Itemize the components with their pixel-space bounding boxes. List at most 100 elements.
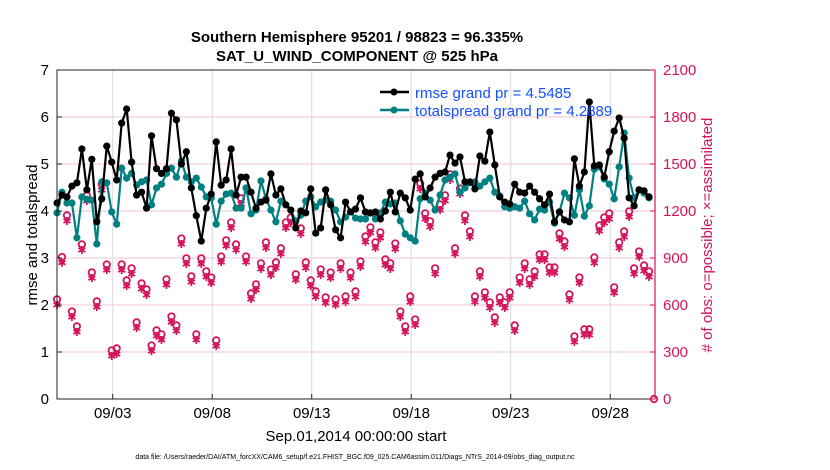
totalspread-point (68, 199, 76, 207)
x-tick-label: 09/13 (293, 405, 331, 422)
possible-marker (112, 344, 121, 353)
rmse-point (336, 234, 345, 242)
rmse-point (555, 208, 564, 216)
rmse-point (506, 200, 514, 208)
x-tick-label: 09/28 (591, 405, 629, 422)
possible-marker (580, 325, 589, 334)
rmse-point (192, 212, 200, 220)
possible-marker (157, 330, 166, 339)
rmse-point (63, 193, 71, 201)
possible-marker (530, 267, 539, 276)
possible-marker (396, 307, 405, 316)
rmse-point (486, 128, 494, 136)
totalspread-point (197, 183, 205, 191)
possible-marker (550, 263, 559, 272)
legend-totalspread-marker (390, 106, 398, 114)
rmse-point (232, 191, 240, 199)
possible-marker (600, 213, 609, 222)
possible-marker (605, 209, 614, 218)
x-tick-label: 09/08 (193, 405, 231, 422)
totalspread-point (277, 197, 285, 205)
possible-marker (480, 288, 489, 297)
rmse-point (227, 145, 235, 153)
possible-marker (207, 273, 216, 282)
y-left-tick-label: 2 (41, 297, 49, 314)
rmse-point (376, 215, 384, 223)
rmse-point (446, 151, 454, 159)
rmse-point (540, 201, 549, 209)
rmse-point (83, 186, 91, 194)
possible-marker (177, 234, 186, 243)
rmse-point (456, 153, 464, 161)
chart-subtitle: SAT_U_WIND_COMPONENT @ 525 hPa (216, 48, 499, 65)
totalspread-point (157, 180, 166, 188)
y-left-tick-label: 6 (41, 109, 49, 126)
rmse-point (282, 201, 290, 209)
rmse-point (172, 116, 181, 124)
rmse-point (431, 173, 439, 181)
possible-marker (630, 264, 639, 273)
rmse-point (222, 176, 230, 184)
possible-marker (490, 313, 499, 322)
rmse-point (371, 208, 380, 216)
rmse-point (177, 160, 185, 168)
possible-marker (401, 322, 410, 331)
possible-marker (261, 238, 271, 247)
possible-marker (306, 276, 315, 285)
possible-marker (291, 270, 300, 279)
rmse-point (381, 207, 389, 215)
rmse-point (351, 205, 360, 213)
rmse-point (615, 114, 623, 122)
possible-marker (182, 254, 191, 263)
totalspread-point (411, 237, 419, 245)
possible-marker (570, 332, 579, 341)
rmse-point (252, 204, 260, 212)
rmse-point (401, 194, 409, 202)
possible-marker (585, 325, 594, 334)
totalspread-point (118, 164, 126, 172)
rmse-point (187, 184, 195, 192)
rmse-point (272, 191, 280, 199)
rmse-point (302, 209, 310, 217)
totalspread-point (272, 218, 280, 226)
rmse-point (600, 173, 608, 181)
possible-marker (361, 232, 370, 241)
y-axis-right-label: # of obs: o=possible; ×=assimilated (699, 118, 716, 353)
rmse-point (202, 204, 210, 212)
totalspread-point (93, 240, 101, 248)
totalspread-point (371, 215, 380, 223)
possible-marker (246, 289, 256, 298)
y-right-tick-label: 2100 (663, 62, 696, 79)
possible-marker (192, 330, 201, 339)
totalspread-point (521, 197, 529, 205)
axis-ticks: 0 300 600 900 1200 1500 1800 2100 0 1 2 3 4 5 6 7 09/03 0… (41, 62, 697, 422)
totalspread-point (486, 174, 494, 182)
possible-marker (276, 244, 285, 253)
possible-marker (450, 244, 460, 253)
possible-marker (117, 260, 126, 269)
rmse-point (118, 119, 126, 127)
rmse-point (147, 132, 156, 140)
rmse-point (73, 179, 81, 187)
possible-marker (475, 267, 484, 276)
totalspread-point (257, 177, 265, 185)
legend: rmse grand pr = 4.5485 totalspread grand… (380, 85, 612, 120)
possible-marker (102, 260, 111, 269)
rmse-point (550, 218, 559, 226)
rmse-point (137, 188, 146, 196)
rmse-point (580, 168, 588, 176)
possible-marker (465, 227, 475, 236)
totalspread-point (481, 178, 489, 186)
possible-marker (639, 261, 649, 270)
possible-marker (595, 221, 604, 230)
possible-marker (57, 252, 67, 262)
totalspread-point (585, 202, 593, 210)
totalspread-point (212, 220, 220, 228)
totalspread-point (605, 180, 613, 188)
totalspread-point (560, 189, 569, 197)
plot-marks (52, 98, 659, 404)
y-right-tick-label: 900 (663, 250, 688, 267)
y-right-tick-label: 1200 (663, 203, 696, 220)
possible-marker (132, 318, 141, 327)
